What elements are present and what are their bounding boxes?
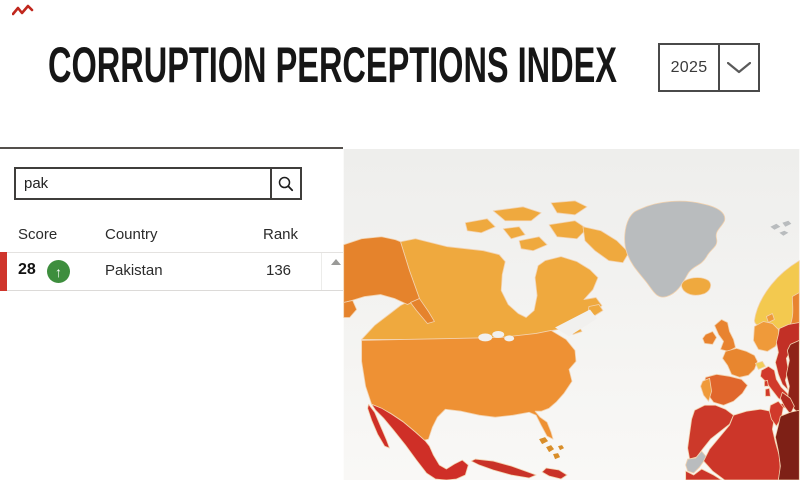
map-region-greenland[interactable] [624,200,726,298]
map-region-dark-band[interactable] [785,340,800,415]
map-region-mauritania[interactable] [685,468,722,480]
year-selector[interactable]: 2025 [658,43,760,92]
map-region-morocco[interactable] [687,404,734,460]
panel-divider [0,147,343,149]
map-region-alaska[interactable] [343,236,435,324]
map-region-ireland[interactable] [702,331,717,345]
map-region-hispaniola[interactable] [541,467,568,480]
page-title-text: CORRUPTION PERCEPTIONS INDEX [48,40,617,92]
map-region-eastern-europe[interactable] [774,322,800,391]
map-region-denmark[interactable] [766,313,775,323]
map-region-france[interactable] [722,347,758,378]
column-header-rank: Rank [263,226,299,243]
row-separator [321,253,322,290]
map-region-iceland[interactable] [681,277,712,296]
map-region-uk[interactable] [714,319,736,352]
choropleth-map [343,149,800,480]
year-selector-value[interactable]: 2025 [660,45,720,90]
row-country[interactable]: Pakistan [105,262,163,279]
map-region-switzerland[interactable] [755,360,766,370]
row-rank: 136 [266,262,292,279]
search-box [14,167,302,200]
row-score: 28 [18,261,36,278]
chevron-down-icon [727,61,751,73]
map-region-portugal[interactable] [700,377,712,402]
row-accent-bar [0,252,7,291]
search-icon [278,176,294,191]
map-region-western-sahara[interactable] [685,450,707,474]
map-lakes [478,309,597,342]
page-title: CORRUPTION PERCEPTIONS INDEX [48,40,617,92]
column-header-score: Score [18,226,58,243]
year-selector-toggle[interactable] [720,45,758,90]
map-region-libya[interactable] [774,409,800,480]
corner-mark-icon [12,4,34,16]
map-region-arctic-islands[interactable] [464,200,630,335]
map-region-cuba[interactable] [470,458,537,479]
map-region-bahamas[interactable] [539,437,565,460]
scrollbar-up-icon[interactable] [331,259,341,265]
column-header-country: Country [105,226,158,243]
map-region-svalbard[interactable] [770,220,792,236]
trend-up-icon: ↑ [47,260,70,283]
world-map [343,149,800,480]
search-button[interactable] [270,169,300,198]
map-region-mexico[interactable] [367,403,471,480]
search-input[interactable] [16,169,270,198]
